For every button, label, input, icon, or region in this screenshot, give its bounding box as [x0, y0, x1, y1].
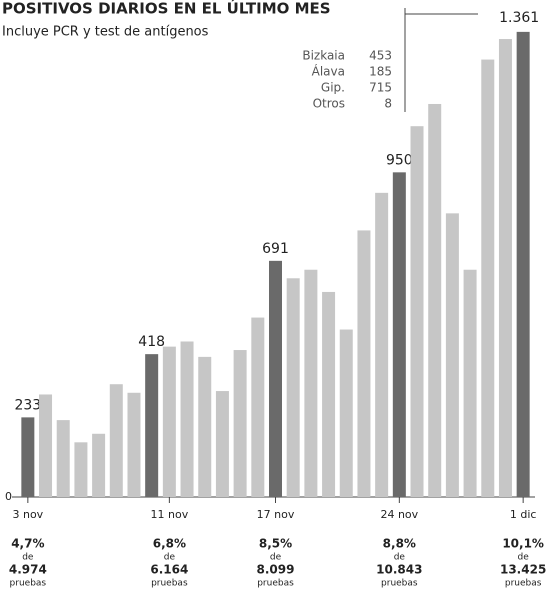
note-tests: 8.099 — [257, 563, 295, 577]
note-pct: 10,1% — [502, 537, 544, 551]
note-de: de — [394, 553, 406, 563]
bar — [463, 269, 477, 497]
bar — [74, 442, 88, 497]
bar — [145, 354, 159, 497]
note-de: de — [518, 553, 530, 563]
breakdown-value: 8 — [384, 97, 392, 111]
bar — [498, 39, 512, 497]
bar — [56, 420, 70, 497]
breakdown-value: 185 — [369, 65, 392, 79]
bar — [322, 291, 336, 497]
bar — [428, 103, 442, 497]
data-label: 950 — [386, 152, 413, 168]
bar — [127, 392, 141, 497]
note-de: de — [164, 553, 176, 563]
bar — [339, 329, 353, 497]
note-de: de — [270, 553, 282, 563]
chart-subtitle: Incluye PCR y test de antígenos — [2, 25, 209, 40]
data-label: 1.361 — [499, 10, 539, 26]
note-pct: 8,5% — [259, 537, 292, 551]
note-tests: 6.164 — [150, 563, 188, 577]
x-tick-label: 24 nov — [380, 508, 418, 521]
x-tick-label: 17 nov — [257, 508, 295, 521]
breakdown-name: Álava — [312, 64, 345, 79]
note-pruebas: pruebas — [381, 579, 418, 589]
x-tick-label: 3 nov — [12, 508, 43, 521]
bar — [233, 350, 247, 497]
note-tests: 10.843 — [376, 563, 422, 577]
bar — [516, 31, 530, 497]
note-pct: 8,8% — [383, 537, 416, 551]
data-label: 233 — [14, 397, 41, 413]
breakdown-name: Gip. — [321, 81, 345, 95]
bar — [109, 384, 123, 497]
bar — [180, 341, 194, 497]
data-label: 691 — [262, 241, 289, 257]
x-tick-label: 11 nov — [151, 508, 189, 521]
note-pruebas: pruebas — [505, 579, 542, 589]
note-pruebas: pruebas — [10, 579, 47, 589]
note-pruebas: pruebas — [151, 579, 188, 589]
bar — [481, 59, 495, 498]
bar — [410, 126, 424, 498]
bar — [392, 172, 406, 498]
bar — [286, 278, 300, 497]
note-pct: 4,7% — [11, 537, 44, 551]
bar — [198, 356, 212, 497]
note-de: de — [22, 553, 34, 563]
note-pruebas: pruebas — [257, 579, 294, 589]
bar — [215, 391, 229, 497]
data-label: 418 — [138, 334, 165, 350]
breakdown-name: Otros — [313, 97, 345, 111]
breakdown-value: 715 — [369, 81, 392, 95]
bar — [251, 317, 265, 497]
bar — [92, 433, 106, 497]
breakdown-value: 453 — [369, 49, 392, 63]
bar — [39, 394, 53, 497]
note-tests: 13.425 — [500, 563, 546, 577]
bar — [162, 346, 176, 497]
breakdown-name: Bizkaia — [302, 49, 345, 63]
bar — [375, 192, 389, 497]
bar — [21, 417, 35, 497]
bar — [304, 269, 318, 497]
bar — [269, 260, 282, 497]
bar — [445, 213, 459, 497]
x-tick-label: 1 dic — [510, 508, 537, 521]
note-tests: 4.974 — [9, 563, 47, 577]
chart-title: POSITIVOS DIARIOS EN EL ÚLTIMO MES — [2, 0, 331, 18]
y-tick-label: 0 — [5, 490, 12, 503]
note-pct: 6,8% — [153, 537, 186, 551]
bar — [357, 230, 371, 497]
